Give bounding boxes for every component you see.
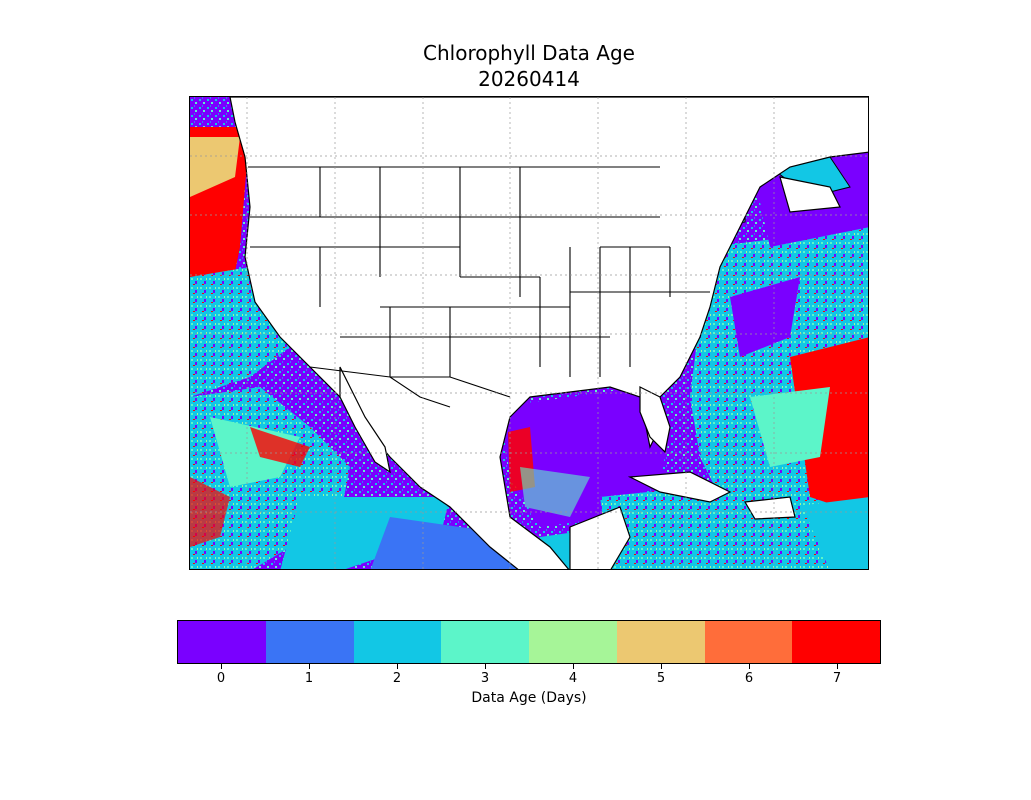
colorbar-tick-label: 0 (216, 671, 226, 686)
colorbar-tick: 0 (211, 664, 231, 687)
chart-title: Chlorophyll Data Age 20260414 (0, 40, 1031, 92)
colorbar-tick-label: 3 (480, 671, 490, 686)
colorbar-tick-label: 4 (568, 671, 578, 686)
colorbar-segment-4 (529, 621, 617, 663)
title-line-2: 20260414 (478, 67, 580, 91)
colorbar-tick-label: 2 (392, 671, 402, 686)
colorbar-ticks: 0 1 2 3 4 5 6 7 (177, 664, 881, 694)
colorbar-segment-1 (265, 621, 354, 663)
colorbar-tick-mark (836, 664, 838, 669)
political-boundaries (248, 166, 710, 408)
colorbar-tick: 3 (475, 664, 495, 687)
colorbar-tick-label: 7 (832, 671, 842, 686)
colorbar-segment-6 (704, 621, 793, 663)
colorbar-tick: 1 (299, 664, 319, 687)
colorbar-tick-mark (748, 664, 750, 669)
colorbar-tick-mark (484, 664, 486, 669)
colorbar-segment-2 (353, 621, 442, 663)
colorbar-label: Data Age (Days) (471, 690, 587, 706)
colorbar-tick-mark (396, 664, 398, 669)
colorbar-tick-label: 1 (304, 671, 314, 686)
colorbar-tick-mark (660, 664, 662, 669)
colorbar (177, 620, 881, 664)
colorbar-tick-mark (220, 664, 222, 669)
colorbar-tick: 4 (563, 664, 583, 687)
map-panel (189, 96, 869, 570)
colorbar-segment-0 (178, 621, 266, 663)
gridlines (190, 97, 868, 569)
title-line-1: Chlorophyll Data Age (423, 41, 635, 65)
colorbar-segment-3 (441, 621, 529, 663)
colorbar-segment-5 (616, 621, 705, 663)
colorbar-segment-7 (792, 621, 880, 663)
colorbar-tick: 2 (387, 664, 407, 687)
colorbar-tick-label: 6 (744, 671, 754, 686)
colorbar-tick-mark (572, 664, 574, 669)
land-layer (229, 97, 868, 569)
colorbar-tick: 5 (651, 664, 671, 687)
colorbar-tick-label: 5 (656, 671, 666, 686)
colorbar-tick-mark (308, 664, 310, 669)
colorbar-tick: 6 (739, 664, 759, 687)
colorbar-tick: 7 (827, 664, 847, 687)
map-canvas (190, 97, 868, 569)
